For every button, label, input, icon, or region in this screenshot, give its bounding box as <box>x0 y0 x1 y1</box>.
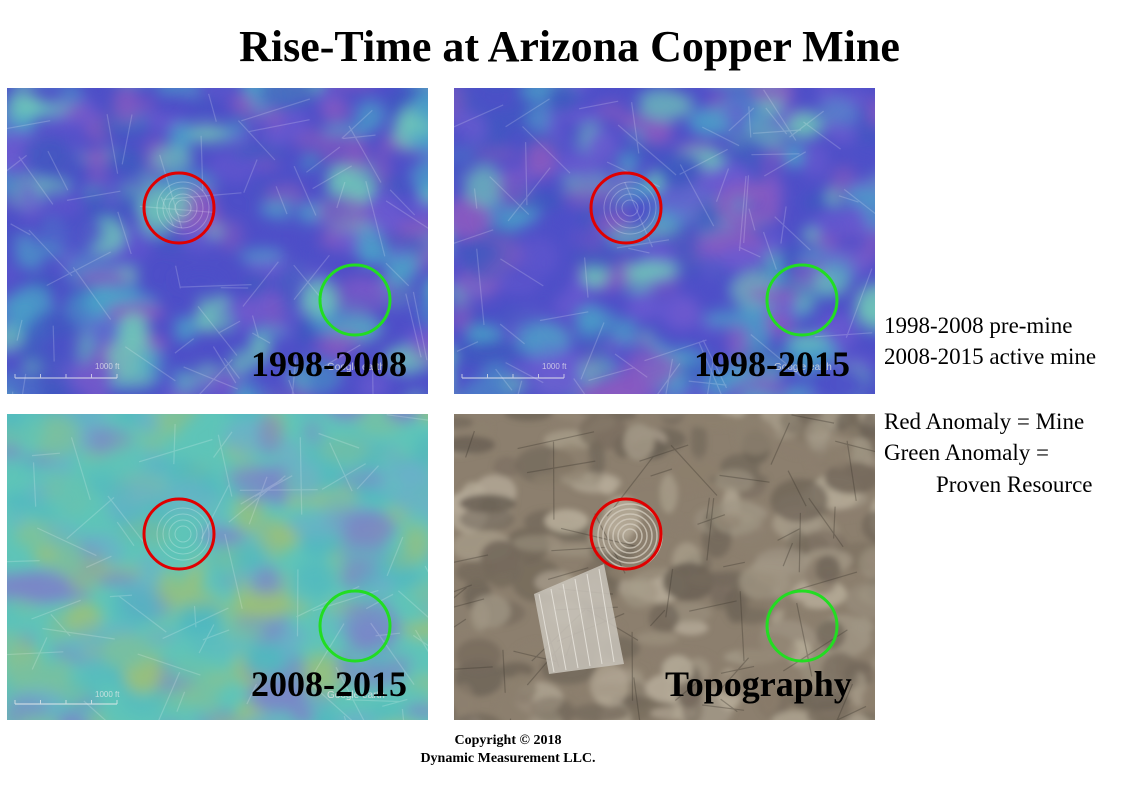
red-anomaly-circle <box>589 171 663 245</box>
map-panel-topography: Topography <box>454 414 875 720</box>
company-name: Dynamic Measurement LLC. <box>420 751 596 766</box>
map-panel-1998-2015: 1000 ft Google earth 1998-2015 <box>454 88 875 394</box>
red-anomaly-circle <box>142 497 216 571</box>
map-scale-label: 1000 ft <box>95 690 120 699</box>
red-anomaly-circle <box>142 171 216 245</box>
map-panel-2008-2015: 1000 ft Google earth 2008-2015 <box>7 414 428 720</box>
google-earth-watermark: Google earth <box>327 690 385 701</box>
rise-time-map-2008-2015 <box>7 414 428 720</box>
panel-caption-1998-2015: 1998-2015 <box>694 344 850 384</box>
copyright-line: Copyright © 2018 <box>454 733 562 748</box>
legend-line-pre-mine: 1998-2008 pre-mine <box>884 313 1073 338</box>
map-scale-label: 1000 ft <box>542 362 567 371</box>
rise-time-map-1998-2008 <box>7 88 428 394</box>
google-earth-watermark: Google earth <box>327 362 385 373</box>
green-anomaly-circle <box>318 589 392 663</box>
green-anomaly-circle <box>318 263 392 337</box>
map-panel-1998-2008: 1000 ft Google earth 1998-2008 <box>7 88 428 394</box>
page-title: Rise-Time at Arizona Copper Mine <box>239 22 900 71</box>
legend-proven-resource: Proven Resource <box>936 472 1093 497</box>
satellite-topography-image <box>454 414 875 720</box>
panel-caption-1998-2008: 1998-2008 <box>251 344 407 384</box>
map-scale-label: 1000 ft <box>95 362 120 371</box>
panel-caption-topography: Topography <box>665 664 852 704</box>
green-anomaly-circle <box>765 263 839 337</box>
legend-red-anomaly: Red Anomaly = Mine <box>884 409 1085 434</box>
panel-caption-2008-2015: 2008-2015 <box>251 664 407 704</box>
legend-line-active-mine: 2008-2015 active mine <box>884 344 1097 369</box>
green-anomaly-circle <box>765 589 839 663</box>
legend-green-anomaly: Green Anomaly = <box>884 440 1049 465</box>
rise-time-map-1998-2015 <box>454 88 875 394</box>
red-anomaly-circle <box>589 497 663 571</box>
google-earth-watermark: Google earth <box>774 362 832 373</box>
